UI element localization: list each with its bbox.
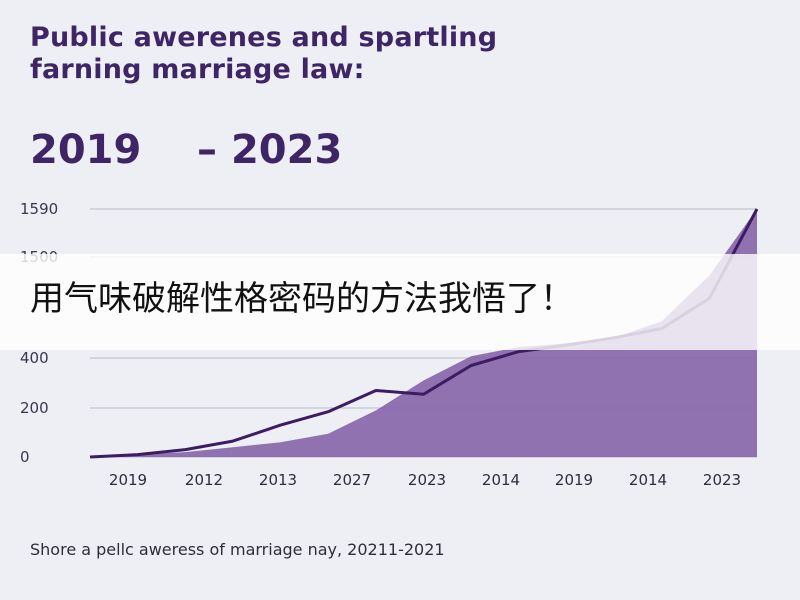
- x-tick-label: 2023: [408, 471, 446, 489]
- chart-title: Public awerenes and spartling farning ma…: [30, 22, 497, 86]
- chart-caption: Shore a pellc aweress of marriage nay, 2…: [30, 540, 445, 559]
- overlay-banner: [0, 254, 800, 350]
- chart-title-line1: Public awerenes and spartling: [30, 22, 498, 53]
- x-tick-label: 2012: [185, 471, 223, 489]
- x-axis-ticks: 2019 2012 2013 2027 2023 2014 2019 2014 2023: [109, 471, 741, 489]
- y-tick-label: 1590: [20, 200, 58, 218]
- x-tick-label: 2014: [482, 471, 520, 489]
- x-tick-label: 2019: [109, 471, 147, 489]
- y-tick-label: 200: [20, 399, 49, 417]
- x-tick-label: 2023: [703, 471, 741, 489]
- y-tick-label: 400: [20, 349, 49, 367]
- area-series: [90, 209, 757, 457]
- x-tick-label: 2014: [629, 471, 667, 489]
- x-tick-label: 2027: [333, 471, 371, 489]
- x-tick-label: 2019: [555, 471, 593, 489]
- y-tick-label: 0: [20, 448, 30, 466]
- year-range-heading: 2019 – 2023: [30, 127, 343, 173]
- x-tick-label: 2013: [259, 471, 297, 489]
- chart-title-line2: farning marriage law:: [30, 54, 365, 85]
- overlay-banner-text: 用气味破解性格密码的方法我悟了！: [30, 279, 574, 319]
- area-fill: [90, 209, 757, 457]
